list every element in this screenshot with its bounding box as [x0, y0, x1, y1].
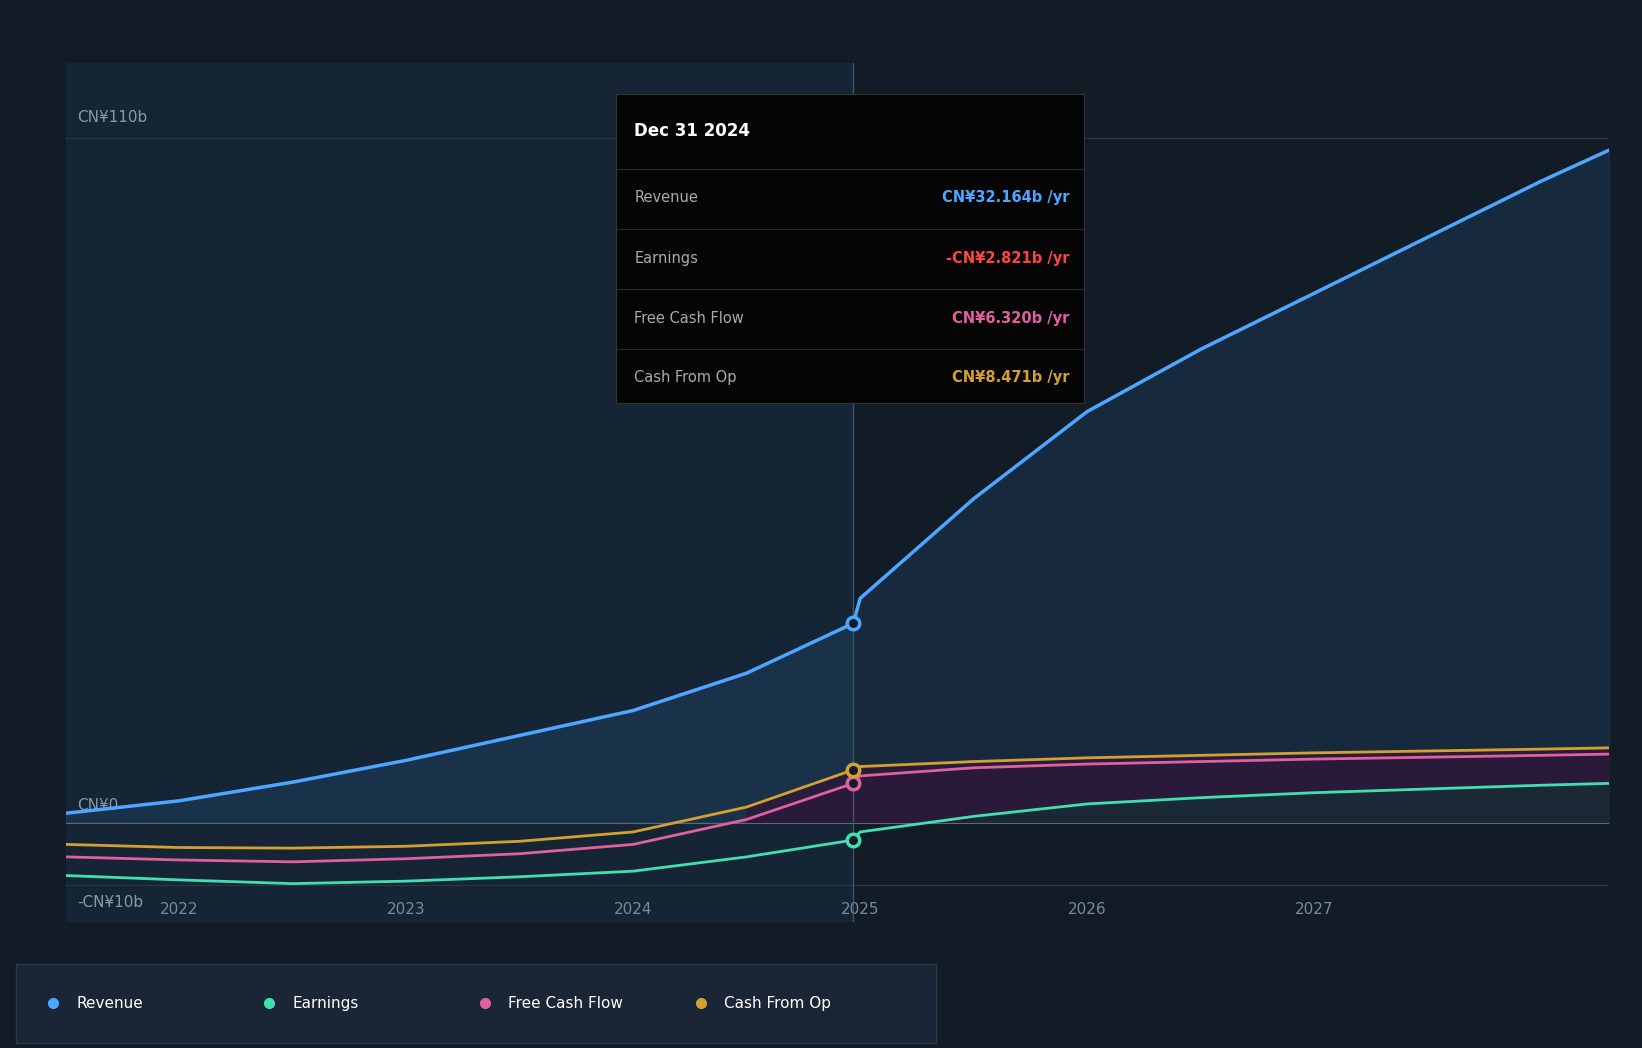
- Bar: [66, 63, 854, 922]
- Text: CN¥110b: CN¥110b: [77, 110, 148, 125]
- Text: 2027: 2027: [1296, 902, 1333, 917]
- Text: -CN¥10b: -CN¥10b: [77, 895, 143, 910]
- Text: -CN¥2.821b /yr: -CN¥2.821b /yr: [946, 250, 1069, 266]
- Text: 2024: 2024: [614, 902, 652, 917]
- Text: Revenue: Revenue: [76, 996, 143, 1011]
- Text: Earnings: Earnings: [292, 996, 358, 1011]
- Text: 2022: 2022: [159, 902, 199, 917]
- Text: 2026: 2026: [1067, 902, 1107, 917]
- Text: CN¥8.471b /yr: CN¥8.471b /yr: [952, 370, 1069, 385]
- Text: Cash From Op: Cash From Op: [634, 370, 737, 385]
- Text: Free Cash Flow: Free Cash Flow: [509, 996, 624, 1011]
- Text: 2023: 2023: [388, 902, 425, 917]
- Text: 2025: 2025: [841, 902, 880, 917]
- Text: CN¥0: CN¥0: [77, 799, 118, 813]
- Text: Free Cash Flow: Free Cash Flow: [634, 311, 744, 326]
- Text: Cash From Op: Cash From Op: [724, 996, 831, 1011]
- Text: Revenue: Revenue: [634, 191, 698, 205]
- Text: Earnings: Earnings: [634, 250, 698, 266]
- Text: Past: Past: [808, 101, 839, 115]
- Text: Analysts Forecasts: Analysts Forecasts: [867, 101, 1010, 115]
- Text: CN¥32.164b /yr: CN¥32.164b /yr: [943, 191, 1069, 205]
- Text: Dec 31 2024: Dec 31 2024: [634, 123, 750, 140]
- Text: CN¥6.320b /yr: CN¥6.320b /yr: [952, 311, 1069, 326]
